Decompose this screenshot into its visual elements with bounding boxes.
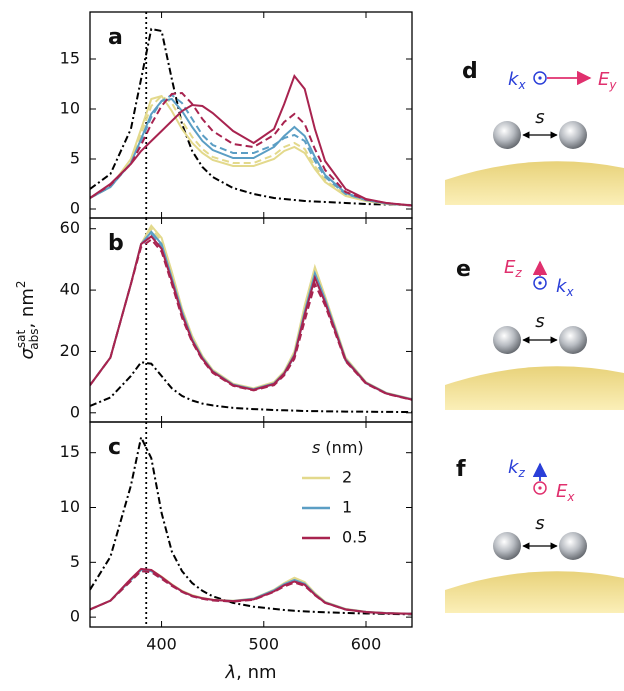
legend-title-unit: (nm)	[320, 438, 363, 457]
y-tick-label: 5	[70, 149, 80, 168]
k-label: kx	[508, 69, 526, 92]
plot-frame	[89, 11, 413, 219]
y-tick-label: 60	[60, 218, 80, 237]
panel-label: e	[456, 257, 471, 282]
y-axis-label-symbol: σ	[17, 348, 38, 360]
series-line	[90, 91, 412, 207]
series-line	[90, 94, 412, 207]
y-tick-label: 10	[60, 99, 80, 118]
series-line	[90, 97, 412, 207]
x-axis-label-unit: , nm	[236, 662, 276, 683]
y-tick-label: 0	[70, 402, 80, 421]
series-line	[90, 93, 412, 207]
plot-frame	[89, 217, 413, 423]
y-tick-label: 15	[60, 49, 80, 68]
panel-label: c	[108, 435, 121, 460]
x-axis-label-symbol: λ	[224, 662, 236, 683]
series-group	[90, 434, 412, 616]
legend-label: 0.5	[342, 528, 367, 547]
panel-label: b	[108, 231, 124, 256]
s-label: s	[535, 107, 544, 128]
panel-label: d	[462, 59, 478, 84]
series-line	[90, 361, 412, 413]
series-line	[90, 73, 412, 207]
series-line	[90, 94, 412, 207]
series-line	[90, 27, 412, 206]
panel-label: a	[108, 25, 123, 50]
y-tick-label: 0	[70, 607, 80, 626]
diagram-art	[445, 70, 624, 613]
x-tick-label: 500	[249, 635, 280, 654]
x-axis-label: λ, nm	[224, 662, 276, 683]
series-line	[90, 238, 412, 401]
e-label: Ez	[504, 257, 522, 280]
legend-title: s (nm)	[312, 438, 364, 457]
x-tick-label: 400	[146, 635, 177, 654]
y-tick-label: 40	[60, 280, 80, 299]
y-tick-label: 5	[70, 552, 80, 571]
x-tick-label: 600	[351, 635, 382, 654]
k-label: kz	[508, 457, 525, 480]
legend-title-symbol: s	[312, 438, 320, 457]
legend-label: 2	[342, 468, 352, 487]
e-label: Ey	[598, 69, 617, 92]
series-group	[90, 223, 412, 413]
y-axis-label: σsatabs, nm2	[14, 281, 41, 360]
series-line	[90, 570, 412, 615]
legend-label: 1	[342, 498, 352, 517]
e-label: Ex	[556, 481, 575, 504]
s-label: s	[535, 513, 544, 534]
panel-label: f	[456, 457, 466, 482]
series-line	[90, 569, 412, 615]
series-line	[90, 570, 412, 615]
s-label: s	[535, 311, 544, 332]
y-tick-label: 0	[70, 199, 80, 218]
y-axis-label-unit: , nm	[17, 288, 38, 328]
series-line	[90, 568, 412, 615]
series-line	[90, 567, 412, 615]
series-group	[90, 27, 412, 207]
k-label: kx	[556, 276, 574, 299]
y-axis-label-sup: sat	[14, 329, 28, 348]
plot-frame	[89, 421, 413, 628]
y-tick-label: 15	[60, 442, 80, 461]
series-line	[90, 570, 412, 615]
y-axis-label-sub: abs	[27, 329, 41, 350]
y-tick-label: 20	[60, 341, 80, 360]
y-axis-label-unit-sup: 2	[14, 281, 28, 289]
y-tick-label: 10	[60, 497, 80, 516]
series-line	[90, 434, 412, 616]
